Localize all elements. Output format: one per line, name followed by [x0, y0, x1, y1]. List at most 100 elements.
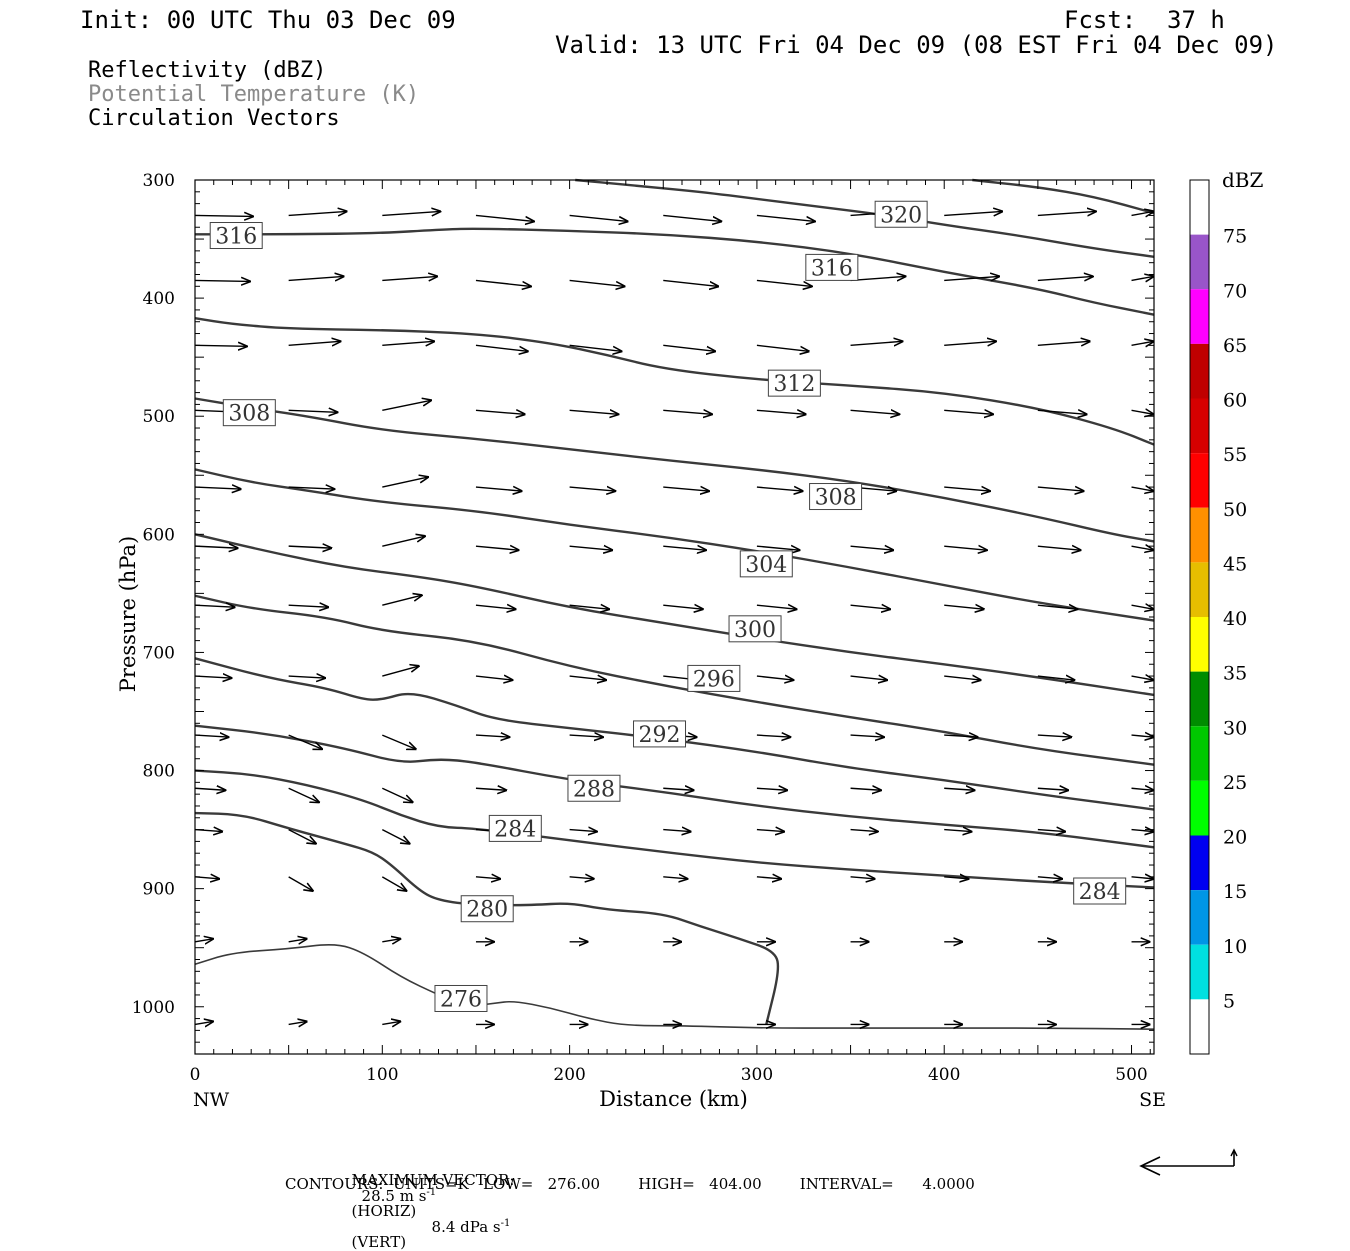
circulation-vector [663, 605, 703, 609]
circulation-vector [288, 828, 316, 844]
circulation-vector [663, 344, 715, 351]
colorbar-level-label: 40 [1223, 608, 1247, 630]
circulation-vector [756, 279, 812, 286]
plot-border [194, 179, 1155, 1055]
circulation-vector [475, 605, 516, 609]
circulation-vector [756, 877, 781, 879]
circulation-vector [1131, 877, 1154, 879]
colorbar-border [1189, 179, 1210, 1055]
circulation-vector [382, 477, 428, 488]
theta-contour-316 [195, 227, 1155, 316]
circulation-vector [288, 487, 335, 489]
field-circulation-vectors: Circulation Vectors [88, 106, 340, 131]
circulation-vector [288, 734, 322, 749]
colorbar-level-label: 5 [1223, 990, 1235, 1012]
contour-label-280: 280 [460, 895, 514, 923]
circulation-vector [1037, 877, 1062, 879]
contour-label-text: 316 [811, 256, 853, 281]
theta-contour-320 [972, 178, 1155, 215]
circulation-vector [1037, 735, 1071, 737]
colorbar-swatch [1190, 726, 1209, 781]
init-time: Init: 00 UTC Thu 03 Dec 09 [80, 6, 456, 34]
contour-label-284: 284 [1073, 877, 1127, 905]
circulation-vector [382, 939, 400, 942]
reference-vector-icon [1139, 1148, 1238, 1176]
circulation-vector [944, 788, 974, 790]
circulation-vector [756, 676, 793, 680]
circulation-vector [1131, 605, 1154, 609]
contour-label-296: 296 [687, 664, 741, 692]
circulation-vector [1037, 211, 1096, 215]
circulation-vector [194, 345, 247, 346]
contour-label-text: 292 [639, 723, 681, 748]
circulation-vector [1131, 276, 1154, 280]
circulation-vector [1037, 605, 1078, 609]
circulation-vector [756, 735, 790, 737]
contour-label-text: 300 [734, 618, 776, 643]
circulation-vector [850, 735, 884, 737]
colorbar-swatch [1190, 180, 1209, 235]
circulation-vector [1037, 788, 1068, 790]
circulation-vector [569, 830, 597, 832]
circulation-vector [194, 280, 250, 281]
colorbar-swatch [1190, 562, 1209, 617]
circulation-vector [663, 788, 693, 790]
circulation-vector [663, 410, 712, 414]
contour-label-text: 284 [1079, 880, 1121, 905]
x-tick-label: 400 [928, 1065, 960, 1085]
circulation-vector [288, 676, 325, 678]
theta-contour-276 [194, 943, 1155, 1030]
theta-contour-312 [194, 317, 1155, 446]
circulation-vector [382, 734, 415, 749]
circulation-vector [663, 546, 706, 550]
circulation-vector [1131, 830, 1154, 832]
colorbar-swatch [1190, 234, 1209, 290]
circulation-vector [756, 546, 800, 550]
circulation-vector [944, 211, 1002, 215]
y-tick-label: 300 [143, 171, 175, 191]
contour-label-text: 320 [880, 203, 922, 228]
contour-label-284: 284 [488, 814, 542, 842]
contour-label-292: 292 [633, 720, 687, 748]
forecast-hours: 37 h [1167, 6, 1225, 34]
plot-frame [194, 179, 1155, 1055]
y-tick-label: 500 [143, 407, 175, 427]
x-tick-label: 0 [190, 1065, 201, 1085]
contour-label-box [767, 369, 821, 397]
y-axis-title: Pressure (hPa) [116, 536, 140, 692]
circulation-vector [756, 830, 784, 832]
theta-contour-296 [194, 594, 1155, 766]
axes: 0 100 200 300 400 500 300 400 500 600 700 800 900 100… [116, 171, 1166, 1111]
circulation-vector [850, 676, 887, 680]
colorbar: 5 10 15 20 25 30 35 40 45 50 55 60 65 70 75 dBZ [1189, 168, 1264, 1055]
circulation-vector [850, 877, 875, 879]
cross-section-chart: 3203163163123083083043002962922882842842… [116, 168, 1264, 1176]
colorbar-level-label: 60 [1223, 390, 1247, 412]
x-right-label: SE [1139, 1089, 1166, 1111]
contour-label-text: 288 [573, 777, 615, 802]
circulation-vector [288, 276, 344, 280]
circulation-vector [194, 487, 241, 489]
contours-info: CONTOURS: UNITS=K LOW= 276.00 HIGH= 404.… [285, 1175, 975, 1193]
theta-contour-300 [194, 533, 1155, 697]
circulation-vector [288, 939, 307, 942]
contour-label-text: 284 [494, 817, 536, 842]
circulation-vector [569, 877, 594, 879]
circulation-vector [288, 1021, 307, 1024]
contour-label-box [809, 483, 863, 511]
vert-max: 8.4 dPa s [431, 1218, 501, 1236]
circulation-vector [475, 788, 506, 790]
circulation-vector [850, 788, 881, 790]
colorbar-level-label: 50 [1223, 499, 1247, 521]
x-tick-label: 200 [553, 1065, 585, 1085]
circulation-vector [475, 735, 509, 737]
contour-label-text: 276 [440, 987, 482, 1012]
contour-label-box [874, 200, 928, 228]
contour-label-text: 316 [215, 225, 257, 250]
circulation-vector [850, 410, 900, 414]
x-tick-label: 100 [366, 1065, 398, 1085]
circulation-vector [756, 788, 787, 790]
contour-label-box [805, 253, 859, 281]
contour-label-box [1073, 877, 1127, 905]
colorbar-level-label: 70 [1223, 280, 1247, 302]
